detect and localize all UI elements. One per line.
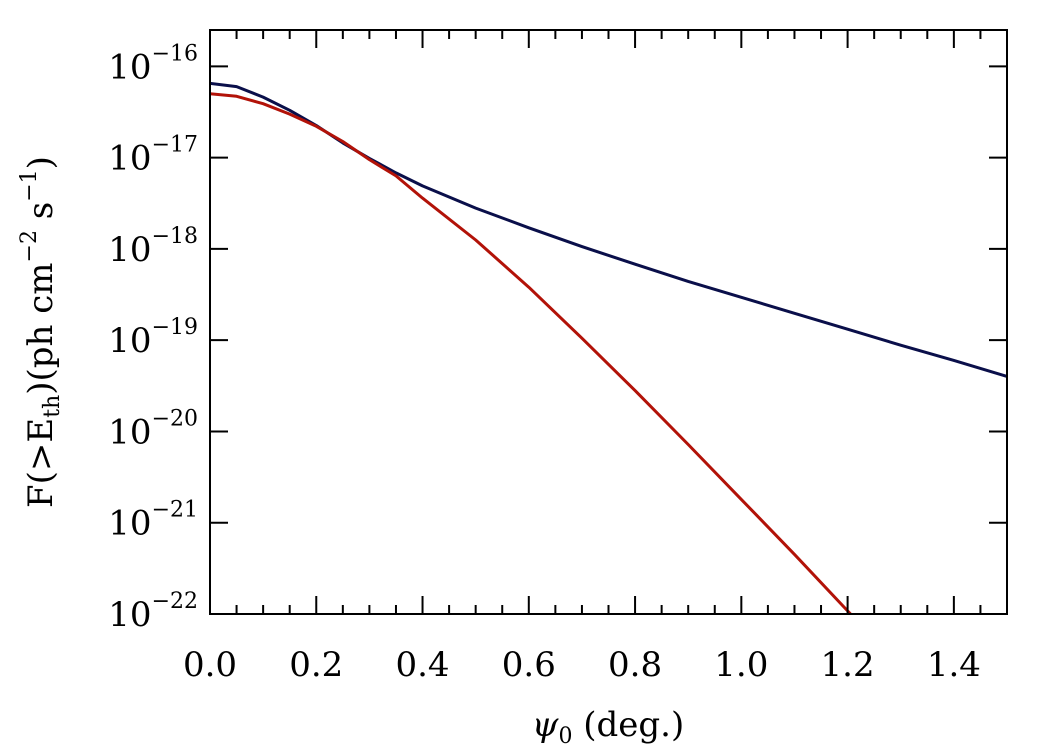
y-axis-sub: th <box>40 395 65 418</box>
x-tick-label: 0.0 <box>183 645 237 685</box>
y-tick-label: 10−20 <box>108 406 198 452</box>
y-axis-mid2: s <box>21 202 61 230</box>
x-tick-label: 1.4 <box>927 645 981 685</box>
y-tick-label: 10−19 <box>108 315 198 361</box>
x-axis-subscript: 0 <box>558 724 572 749</box>
y-axis-title: F(>Eth)(ph cm−2 s−1) <box>17 156 65 508</box>
label-layer: 0.0 0.2 0.4 0.6 0.8 1.0 1.2 1.4 10−16 10−17 10−18 1… <box>108 41 981 685</box>
y-axis-sup1: −2 <box>17 230 42 262</box>
x-axis-units: (deg.) <box>572 705 684 745</box>
y-tick-label: 10−18 <box>108 224 198 270</box>
x-axis-title: ψ0 (deg.) <box>532 705 684 749</box>
series-line-2 <box>210 92 853 614</box>
y-axis-pre: F(>E <box>21 418 61 508</box>
y-tick-label: 10−22 <box>108 589 198 635</box>
x-axis-symbol: ψ <box>532 705 559 745</box>
y-tick-label: 10−16 <box>108 41 198 87</box>
x-tick-label: 0.6 <box>502 645 556 685</box>
series-line-1 <box>210 81 1007 378</box>
y-tick-label: 10−17 <box>108 133 198 179</box>
y-axis-sup2: −1 <box>17 169 42 201</box>
x-tick-label: 1.2 <box>821 645 875 685</box>
tick-layer <box>209 30 1008 615</box>
plot-frame <box>209 29 1008 615</box>
y-axis-mid: )(ph cm <box>21 262 61 394</box>
y-axis-post: ) <box>21 156 61 169</box>
x-tick-label: 1.0 <box>714 645 768 685</box>
y-tick-label: 10−21 <box>108 498 198 544</box>
x-tick-label: 0.4 <box>395 645 449 685</box>
series-layer <box>210 81 1007 614</box>
x-tick-label: 0.2 <box>289 645 343 685</box>
x-tick-label: 0.8 <box>608 645 662 685</box>
